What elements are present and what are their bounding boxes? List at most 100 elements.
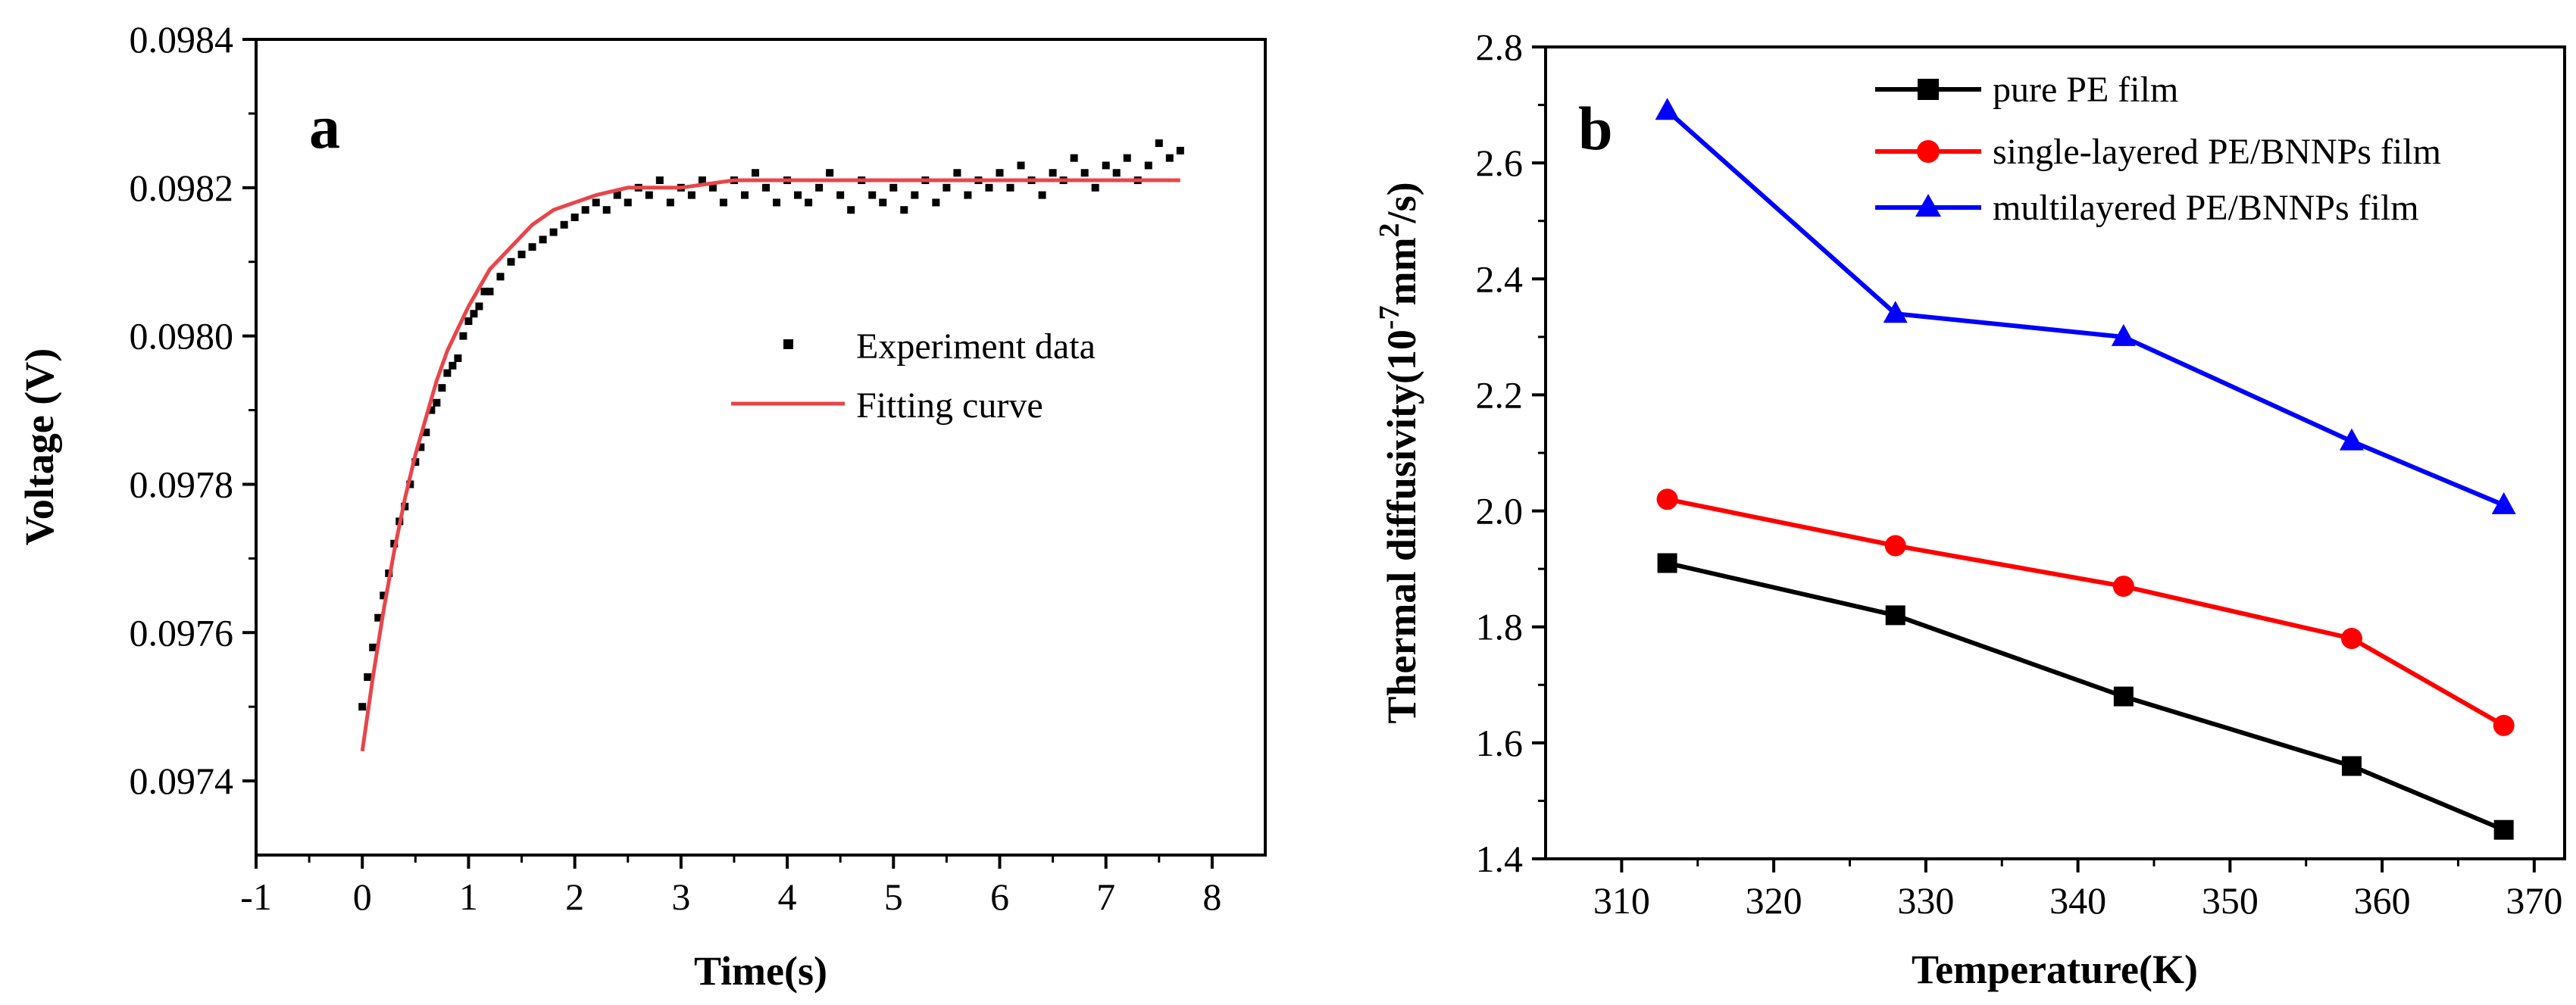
- series-marker-triangle: [2111, 323, 2136, 346]
- data-point: [602, 206, 611, 214]
- y-tick-label: 1.8: [1476, 606, 1524, 648]
- data-point: [1038, 191, 1046, 199]
- data-point: [762, 183, 771, 192]
- y-tick-label: 2.4: [1476, 257, 1524, 300]
- data-point: [1165, 154, 1174, 162]
- data-point: [475, 302, 483, 311]
- panel-b-ticks: 310 320 330 340 350 360 370 1.4 1.6 1.8 2.0 2.2 2.4 2…: [1476, 26, 2563, 922]
- data-point: [496, 273, 505, 281]
- data-point: [698, 176, 706, 185]
- panel-a-letter: a: [309, 92, 340, 161]
- data-point: [996, 169, 1004, 177]
- x-tick-label: 8: [1202, 875, 1221, 918]
- y-tick-label: 0.0984: [130, 18, 234, 61]
- x-tick-label: 0: [353, 875, 372, 918]
- data-point: [645, 191, 653, 199]
- series-marker-circle: [2493, 714, 2515, 736]
- data-point: [900, 206, 908, 214]
- panel-b-series: [1655, 98, 2516, 840]
- x-tick-label: -1: [240, 875, 272, 918]
- data-point: [943, 183, 951, 192]
- legend-label-experiment-data: Experiment data: [856, 326, 1096, 367]
- y-title-main: Thermal diffusivity(10: [1379, 329, 1424, 724]
- data-point: [528, 243, 536, 251]
- y-tick-label: 0.0978: [130, 463, 234, 505]
- y-tick-label: 0.0976: [130, 611, 234, 654]
- data-point: [470, 310, 478, 318]
- panel-a-fitting-curve: [360, 178, 1180, 752]
- data-point: [964, 191, 972, 199]
- legend-marker-pure-pe: [1918, 79, 1939, 100]
- series-marker-circle: [1656, 488, 1678, 510]
- y-title-end: /s): [1379, 182, 1424, 223]
- data-point: [422, 428, 430, 436]
- data-point: [464, 317, 473, 326]
- data-point: [847, 206, 855, 214]
- data-point: [581, 206, 589, 214]
- data-point: [1080, 169, 1089, 177]
- data-point: [1006, 183, 1014, 192]
- y-title-sup-square: 2: [1374, 223, 1405, 237]
- y-tick-label: 2.6: [1476, 142, 1524, 184]
- data-point: [868, 191, 877, 199]
- y-tick-label: 0.0982: [130, 167, 234, 209]
- y-tick-label: 0.0980: [130, 315, 234, 357]
- panel-b-y-axis-title: Thermal diffusivity(10-7mm2/s): [1374, 182, 1424, 723]
- data-point: [1091, 183, 1099, 192]
- x-tick-label: 340: [2049, 879, 2106, 922]
- legend-label-fitting-curve: Fitting curve: [856, 385, 1043, 426]
- legend-label-single-layered: single-layered PE/BNNPs film: [1993, 132, 2441, 172]
- data-point: [358, 703, 367, 711]
- panel-a-data-points: [358, 139, 1184, 711]
- panel-a-chart: -1 0 1 2 3 4 5 6 7 8 0.0974 0.0976 0.0978 0.0980 0.098…: [17, 18, 1267, 994]
- y-tick-label: 2.2: [1476, 373, 1524, 416]
- data-point: [1017, 161, 1025, 170]
- data-point: [374, 613, 383, 622]
- data-point: [449, 361, 457, 370]
- panel-a-plot-frame: [255, 38, 1267, 857]
- data-point: [380, 591, 388, 600]
- data-point: [427, 406, 436, 414]
- x-tick-label: 5: [884, 875, 903, 918]
- y-title-sup-exponent: -7: [1374, 305, 1405, 329]
- data-point: [1123, 154, 1131, 162]
- series-line: [1666, 560, 2505, 832]
- data-point: [826, 169, 834, 177]
- y-tick-label: 2.0: [1476, 490, 1524, 532]
- x-tick-label: 2: [565, 875, 584, 918]
- x-tick-label: 330: [1897, 879, 1954, 922]
- series-marker-triangle: [1655, 98, 1680, 120]
- data-point: [719, 198, 727, 207]
- data-point: [773, 198, 781, 207]
- data-point: [417, 443, 425, 451]
- data-point: [459, 332, 467, 340]
- panel-a-legend: Experiment data Fitting curve: [731, 326, 1096, 426]
- data-point: [879, 198, 887, 207]
- series-marker-circle: [1884, 535, 1906, 557]
- data-point: [740, 191, 749, 199]
- series-marker-circle: [2340, 628, 2362, 650]
- data-point: [592, 198, 600, 207]
- data-point: [486, 287, 494, 295]
- data-point: [1155, 139, 1163, 148]
- data-point: [1049, 169, 1057, 177]
- data-point: [655, 176, 664, 185]
- data-point: [1112, 169, 1121, 177]
- data-point: [454, 354, 462, 363]
- legend-label-pure-pe: pure PE film: [1993, 70, 2178, 110]
- series-marker-square: [1885, 605, 1905, 626]
- x-tick-label: 1: [459, 875, 478, 918]
- data-point: [539, 236, 547, 244]
- data-point: [549, 228, 558, 236]
- series-marker-square: [2341, 756, 2362, 776]
- panel-b-chart: 310 320 330 340 350 360 370 1.4 1.6 1.8 2.0 2.2 2.4 2…: [1374, 26, 2566, 992]
- x-tick-label: 370: [2506, 879, 2562, 922]
- y-tick-label: 1.6: [1476, 722, 1524, 764]
- panel-a-x-axis-title: Time(s): [694, 948, 827, 994]
- series-marker-triangle: [2339, 428, 2364, 451]
- data-point: [571, 213, 579, 221]
- data-point: [480, 287, 489, 295]
- x-tick-label: 3: [671, 875, 690, 918]
- data-point: [836, 191, 845, 199]
- series-marker-square: [2493, 819, 2514, 840]
